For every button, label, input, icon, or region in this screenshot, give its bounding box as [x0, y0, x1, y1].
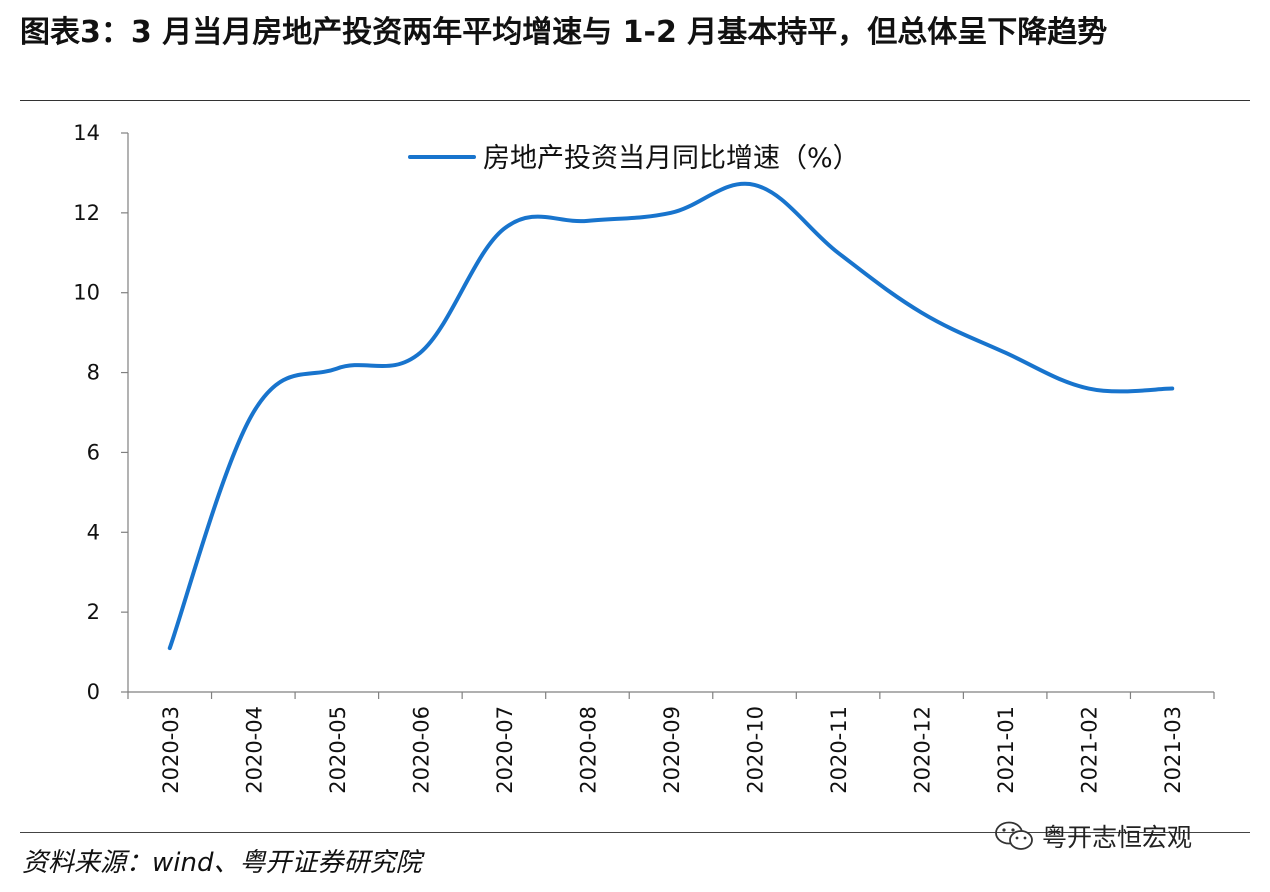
footer-divider [20, 832, 1250, 833]
x-tick-label: 2020-11 [827, 706, 851, 794]
source-note: 资料来源：wind、粤开证券研究院 [22, 848, 422, 878]
x-tick-label: 2020-06 [409, 706, 433, 794]
watermark-text: 粤开志恒宏观 [1042, 823, 1193, 852]
x-tick-label: 2020-04 [242, 706, 266, 794]
x-tick-label: 2020-05 [326, 706, 350, 794]
y-tick-label: 8 [87, 361, 100, 385]
watermark: 粤开志恒宏观 [992, 818, 1192, 854]
y-tick-label: 10 [73, 281, 100, 305]
x-tick-label: 2021-01 [994, 706, 1018, 794]
x-tick-label: 2020-09 [660, 706, 684, 794]
series-line [167, 181, 1175, 651]
y-tick-label: 4 [87, 520, 100, 544]
wechat-icon [995, 821, 1033, 850]
x-tick-label: 2021-02 [1078, 706, 1102, 794]
legend-label: 房地产投资当月同比增速（%） [483, 143, 860, 174]
x-tick-label: 2021-03 [1161, 706, 1185, 794]
x-tick-label: 2020-03 [159, 706, 183, 794]
y-tick-label: 12 [73, 201, 100, 225]
y-tick-label: 14 [73, 121, 100, 145]
y-tick-label: 6 [87, 440, 100, 464]
chart-legend: 房地产投资当月同比增速（%） [408, 143, 860, 174]
x-axis-ticks: 2020-03 2020-04 2020-05 2020-06 2020-07 2020-… [127, 692, 1215, 794]
title-divider [20, 100, 1250, 101]
x-tick-label: 2020-07 [493, 706, 517, 794]
chart-axes [127, 133, 1214, 693]
y-tick-label: 2 [87, 600, 100, 624]
x-tick-label: 2020-08 [576, 706, 600, 794]
chart-title: 图表3：3 月当月房地产投资两年平均增速与 1-2 月基本持平，但总体呈下降趋势 [20, 15, 1108, 50]
y-axis-ticks: 0 2 4 6 8 10 12 14 [73, 121, 128, 704]
chart-series [167, 181, 1175, 651]
x-tick-label: 2020-12 [911, 706, 935, 794]
y-tick-label: 0 [87, 680, 100, 704]
x-tick-label: 2020-10 [744, 706, 768, 794]
